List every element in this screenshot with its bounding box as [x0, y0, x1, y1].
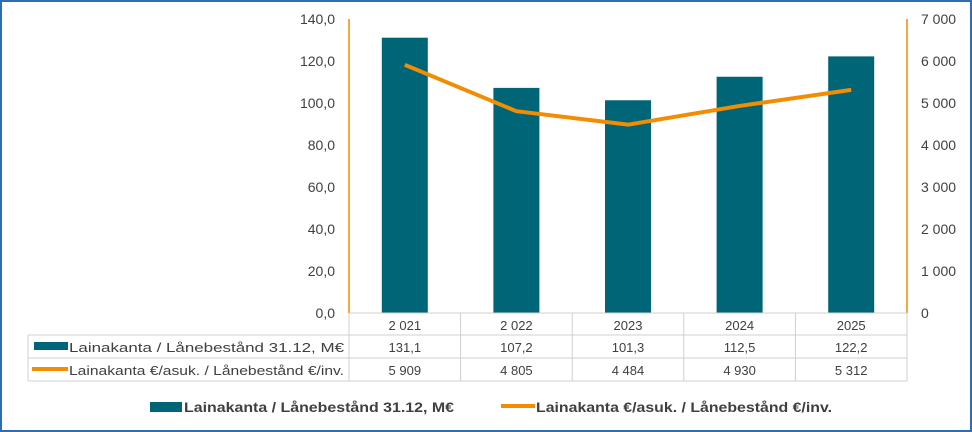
right-tick-label: 0	[921, 305, 929, 321]
left-tick-label: 80,0	[308, 137, 335, 153]
right-tick-label: 5 000	[921, 95, 956, 111]
right-tick-label: 3 000	[921, 179, 956, 195]
bar	[493, 87, 540, 313]
table-value-line: 4 484	[612, 363, 645, 378]
table-value-bar: 131,1	[389, 340, 422, 355]
category-label: 2024	[725, 318, 754, 333]
table-value-bar: 107,2	[500, 340, 533, 355]
category-label: 2 021	[389, 318, 422, 333]
left-tick-label: 120,0	[300, 53, 335, 69]
category-label: 2025	[837, 318, 866, 333]
left-tick-label: 20,0	[308, 263, 335, 279]
table-value-line: 4 805	[500, 363, 533, 378]
table-value-bar: 101,3	[612, 340, 645, 355]
legend-key-bar	[150, 402, 182, 412]
right-tick-label: 7 000	[921, 11, 956, 27]
left-tick-label: 140,0	[300, 11, 335, 27]
left-tick-label: 60,0	[308, 179, 335, 195]
right-tick-label: 6 000	[921, 53, 956, 69]
bar	[381, 37, 428, 313]
right-tick-label: 1 000	[921, 263, 956, 279]
category-label: 2023	[614, 318, 643, 333]
category-label: 2 022	[500, 318, 533, 333]
table-value-line: 5 312	[835, 363, 868, 378]
table-value-bar: 122,2	[835, 340, 868, 355]
legend-label-bar: Lainakanta / Lånebestånd 31.12, M€	[184, 399, 454, 415]
left-tick-label: 0,0	[316, 305, 336, 321]
legend-label-line: Lainakanta €/asuk. / Lånebestånd €/inv.	[536, 399, 832, 415]
table-value-line: 4 930	[723, 363, 756, 378]
bar	[605, 100, 651, 314]
left-tick-label: 40,0	[308, 221, 335, 237]
bar	[828, 56, 875, 313]
table-row-label-bar: Lainakanta / Lånebestånd 31.12, M€	[69, 340, 345, 355]
left-tick-label: 100,0	[300, 95, 335, 111]
table-value-bar: 112,5	[724, 340, 756, 355]
right-tick-label: 4 000	[921, 137, 956, 153]
table-row-label-line: Lainakanta €/asuk. / Lånebestånd €/inv.	[69, 363, 344, 378]
table-legend-key-bar	[34, 342, 68, 350]
right-tick-label: 2 000	[921, 221, 956, 237]
table-value-line: 5 909	[389, 363, 422, 378]
bar	[716, 76, 763, 313]
